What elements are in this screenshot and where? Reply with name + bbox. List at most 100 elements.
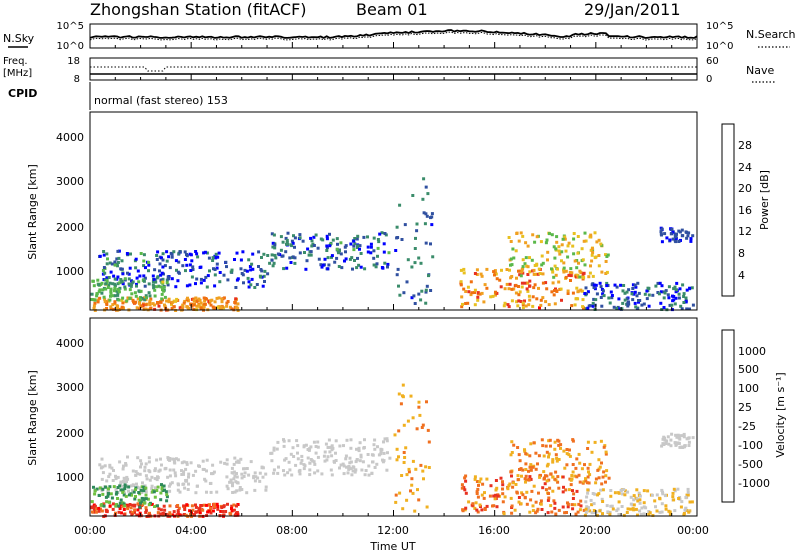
heatmap-cell xyxy=(482,300,486,304)
heatmap-cell xyxy=(571,507,575,511)
heatmap-cell xyxy=(612,305,616,309)
heatmap-cell xyxy=(584,239,588,243)
heatmap-cell xyxy=(681,283,685,287)
heatmap-cell xyxy=(134,473,138,477)
heatmap-cell xyxy=(642,489,646,493)
heatmap-cell xyxy=(473,272,477,275)
heatmap-cell xyxy=(360,468,364,472)
heatmap-cell xyxy=(661,442,665,446)
heatmap-cell xyxy=(680,434,684,438)
heatmap-cell xyxy=(512,443,516,447)
heatmap-cell xyxy=(557,486,561,490)
heatmap-cell xyxy=(610,294,614,297)
heatmap-cell xyxy=(141,503,145,507)
heatmap-cell xyxy=(111,307,115,311)
heatmap-cell xyxy=(507,287,511,291)
heatmap-cell xyxy=(122,502,126,506)
heatmap-cell xyxy=(642,501,646,505)
heatmap-cell xyxy=(566,289,570,293)
heatmap-cell xyxy=(557,443,561,447)
heatmap-cell xyxy=(172,510,176,514)
heatmap-cell xyxy=(464,474,468,478)
heatmap-cell xyxy=(103,485,107,489)
heatmap-cell xyxy=(127,493,131,497)
heatmap-cell xyxy=(491,504,494,508)
heatmap-cell xyxy=(672,287,676,291)
heatmap-cell xyxy=(584,507,588,511)
heatmap-cell xyxy=(153,268,157,272)
heatmap-cell xyxy=(546,250,550,254)
heatmap-cell xyxy=(689,237,693,241)
heatmap-cell xyxy=(571,497,575,500)
heatmap-cell xyxy=(144,303,148,307)
heatmap-cell xyxy=(691,234,695,238)
heatmap-cell xyxy=(151,283,155,287)
heatmap-cell xyxy=(493,273,496,277)
heatmap-cell xyxy=(239,267,243,271)
heatmap-cell xyxy=(92,485,95,489)
heatmap-cell xyxy=(478,503,482,507)
heatmap-cell xyxy=(475,480,479,483)
heatmap-cell xyxy=(585,292,588,296)
heatmap-cell xyxy=(92,304,96,308)
heatmap-cell xyxy=(202,251,206,255)
heatmap-cell xyxy=(109,492,113,496)
heatmap-cell xyxy=(528,279,532,283)
heatmap-cell xyxy=(171,457,175,461)
heatmap-cell xyxy=(405,473,409,477)
heatmap-cell xyxy=(338,466,341,470)
heatmap-cell xyxy=(225,475,229,479)
heatmap-cell xyxy=(645,289,649,293)
heatmap-cell xyxy=(528,256,531,260)
heatmap-cell xyxy=(103,278,107,282)
heatmap-cell xyxy=(674,240,678,244)
heatmap-cell xyxy=(101,471,105,475)
heatmap-cell xyxy=(127,489,130,493)
heatmap-cell xyxy=(586,488,590,492)
heatmap-cell xyxy=(420,289,424,293)
heatmap-cell xyxy=(325,234,329,238)
heatmap-cell xyxy=(540,254,544,258)
heatmap-cell xyxy=(114,504,118,508)
heatmap-cell xyxy=(609,489,613,492)
heatmap-cell xyxy=(298,472,302,476)
heatmap-cell xyxy=(130,292,134,296)
heatmap-cell xyxy=(520,285,524,289)
heatmap-cell xyxy=(314,445,318,448)
heatmap-cell xyxy=(562,449,566,453)
heatmap-cell xyxy=(631,287,635,290)
heatmap-cell xyxy=(223,461,227,465)
heatmap-cell xyxy=(529,477,533,481)
heatmap-cell xyxy=(591,301,595,305)
heatmap-cell xyxy=(547,455,550,459)
heatmap-cell xyxy=(601,289,605,293)
heatmap-cell xyxy=(349,467,353,471)
heatmap-cell xyxy=(375,262,379,266)
heatmap-cell xyxy=(665,236,669,240)
heatmap-cell xyxy=(583,263,587,267)
heatmap-cell xyxy=(298,233,302,237)
heatmap-cell xyxy=(671,491,675,495)
heatmap-cell xyxy=(632,503,636,507)
heatmap-cell xyxy=(597,476,601,480)
heatmap-cell xyxy=(243,268,247,272)
heatmap-cell xyxy=(512,256,516,260)
heatmap-cell xyxy=(655,493,659,497)
heatmap-cell xyxy=(209,303,213,307)
heatmap-cell xyxy=(664,289,668,293)
heatmap-cell xyxy=(155,478,159,482)
heatmap-cell xyxy=(284,250,288,254)
heatmap-cell xyxy=(157,507,161,511)
heatmap-cell xyxy=(515,491,519,495)
heatmap-cell xyxy=(180,469,183,473)
heatmap-cell xyxy=(595,240,599,244)
heatmap-cell xyxy=(595,513,599,517)
heatmap-cell xyxy=(212,502,216,506)
heatmap-cell xyxy=(308,468,312,472)
heatmap-cell xyxy=(421,469,425,473)
heatmap-cell xyxy=(211,463,215,467)
heatmap-cell xyxy=(105,276,109,280)
heatmap-cell xyxy=(598,509,602,513)
heatmap-cell xyxy=(516,474,520,478)
heatmap-cell xyxy=(138,472,142,476)
